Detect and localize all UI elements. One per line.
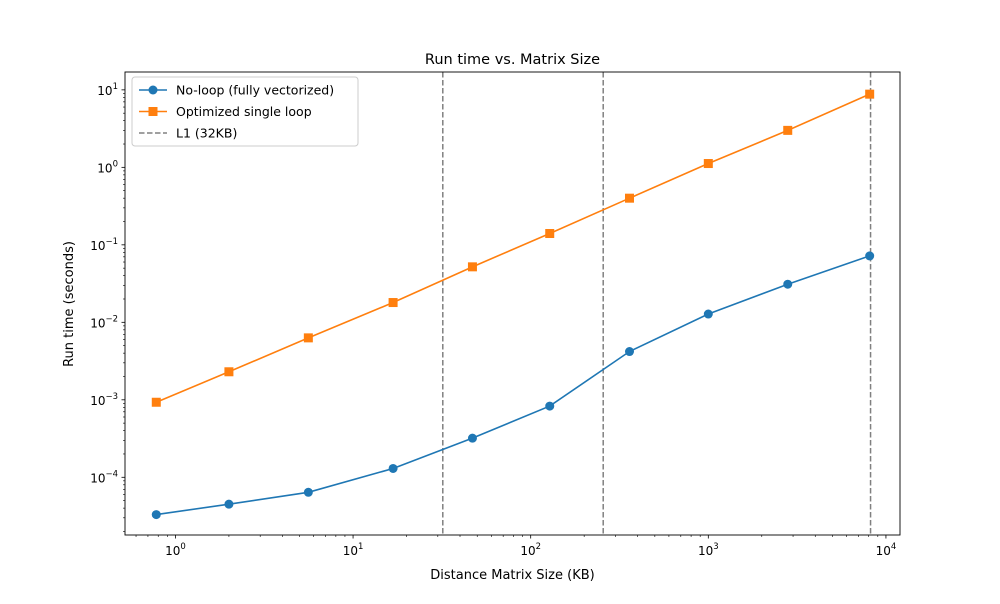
legend-marker-1: [148, 107, 158, 116]
y-tick-label-1: 10−3: [90, 392, 118, 408]
chart-title: Run time vs. Matrix Size: [425, 52, 600, 68]
legend-box: [131, 76, 359, 147]
series-1-point-5: [545, 229, 555, 239]
series-0-point-0: [151, 510, 161, 520]
y-tick-label-3: 10−1: [90, 237, 118, 253]
series-line-1: [155, 93, 871, 403]
y-tick-label-5: 101: [97, 82, 118, 98]
plot-area: [151, 72, 875, 535]
series-1-point-0: [151, 397, 161, 407]
series-0-point-9: [865, 251, 875, 261]
series-1-point-4: [467, 262, 477, 272]
series-0-point-1: [224, 499, 234, 509]
series-0-point-4: [467, 433, 477, 443]
legend-marker-0: [148, 85, 158, 95]
series-1-point-1: [224, 367, 234, 377]
series-1-point-9: [865, 89, 875, 99]
series-0-point-3: [388, 463, 398, 473]
series-1-point-2: [303, 333, 313, 343]
legend-label-0: No-loop (fully vectorized): [176, 83, 334, 98]
series-1-point-6: [625, 193, 635, 203]
x-axis-label: Distance Matrix Size (KB): [430, 568, 594, 583]
series-1-point-7: [703, 159, 713, 169]
series-1-point-3: [388, 298, 398, 308]
legend-label-2: L1 (32KB): [176, 126, 237, 141]
series-0-point-6: [625, 347, 635, 357]
legend-label-1: Optimized single loop: [176, 104, 312, 119]
x-tick-label-4: 104: [876, 542, 897, 558]
series-0-point-7: [703, 309, 713, 319]
series-1-point-8: [783, 125, 793, 135]
y-tick-label-0: 10−4: [90, 469, 118, 485]
y-tick-label-4: 100: [97, 159, 118, 175]
series-0-point-8: [783, 279, 793, 289]
series-line-0: [156, 255, 870, 516]
series-0-point-5: [545, 401, 555, 411]
x-tick-label-1: 101: [343, 542, 364, 558]
y-tick-label-2: 10−2: [90, 314, 118, 330]
series-0-point-2: [303, 487, 313, 497]
x-tick-label-2: 102: [520, 542, 541, 558]
x-tick-label-0: 100: [165, 542, 186, 558]
x-tick-label-3: 103: [698, 542, 719, 558]
legend: No-loop (fully vectorized) Optimized sing…: [131, 76, 359, 147]
y-axis-label: Run time (seconds): [62, 241, 77, 367]
axes-frame: [124, 71, 901, 536]
